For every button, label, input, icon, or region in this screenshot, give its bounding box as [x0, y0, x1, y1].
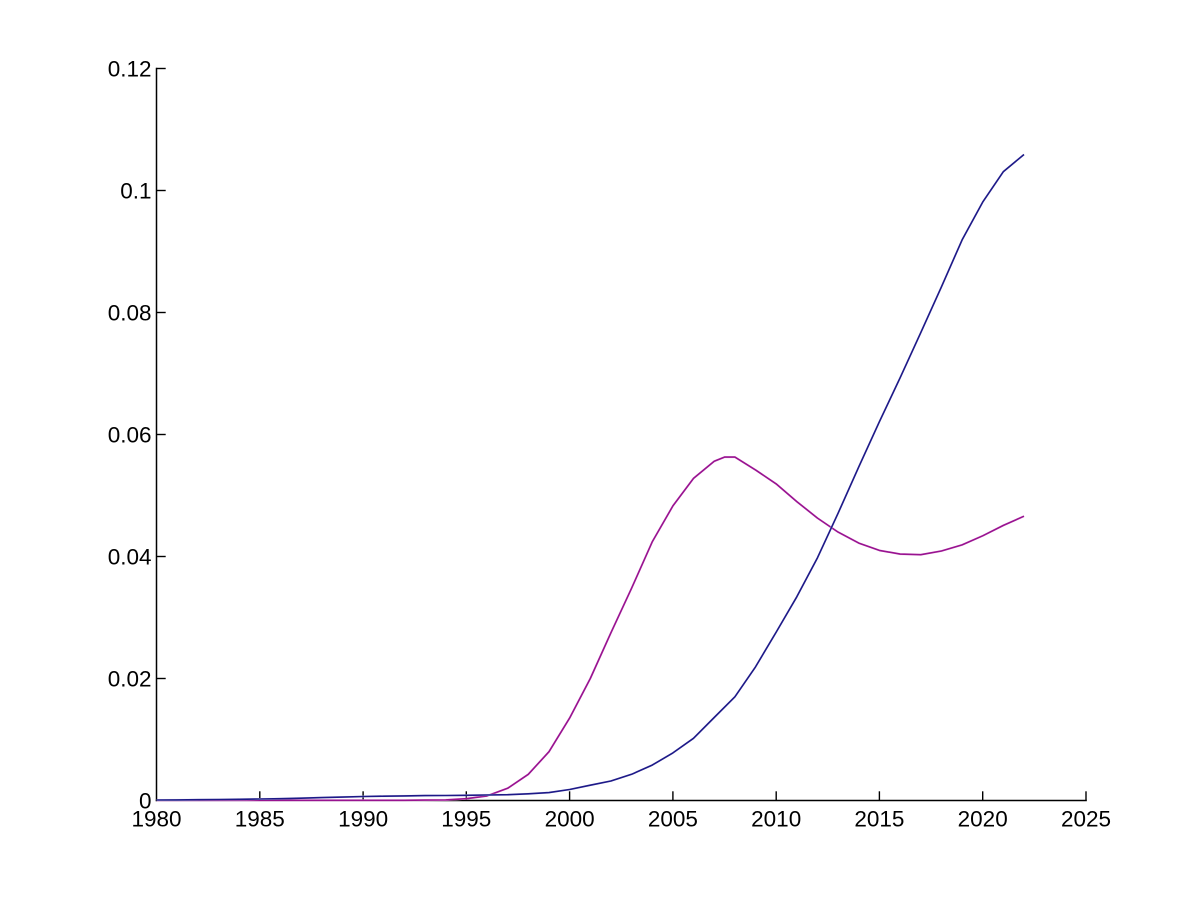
svg-text:0.08: 0.08: [108, 301, 152, 326]
svg-text:0.1: 0.1: [120, 179, 151, 204]
svg-text:2015: 2015: [854, 807, 904, 832]
svg-text:2020: 2020: [958, 807, 1008, 832]
svg-text:1990: 1990: [338, 807, 388, 832]
svg-text:0.02: 0.02: [108, 667, 152, 692]
svg-text:0.12: 0.12: [108, 57, 152, 82]
svg-text:2010: 2010: [751, 807, 801, 832]
svg-text:0.06: 0.06: [108, 423, 152, 448]
svg-text:2005: 2005: [648, 807, 698, 832]
svg-text:0.04: 0.04: [108, 545, 152, 570]
svg-text:0: 0: [139, 789, 152, 814]
svg-text:2000: 2000: [545, 807, 595, 832]
svg-text:1985: 1985: [235, 807, 285, 832]
svg-text:1980: 1980: [131, 807, 181, 832]
svg-text:1995: 1995: [441, 807, 491, 832]
svg-text:2025: 2025: [1061, 807, 1111, 832]
